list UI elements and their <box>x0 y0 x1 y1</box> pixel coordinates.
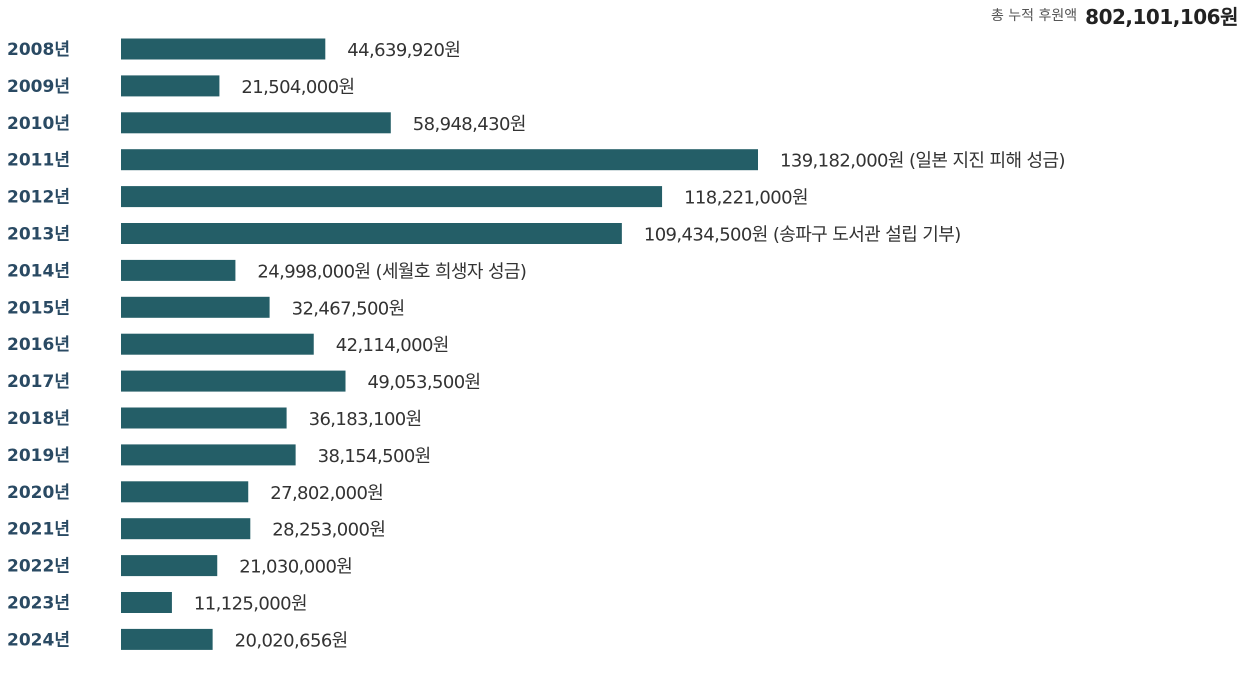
year-label: 2023년 <box>7 594 70 614</box>
donation-bar <box>121 370 346 392</box>
donation-value-label: 24,998,000원 (세월호 희생자 성금) <box>257 261 526 282</box>
year-label: 2022년 <box>7 557 70 577</box>
donation-value-label: 44,639,920원 <box>347 40 460 61</box>
donation-bar <box>121 592 172 613</box>
donation-value-label: 42,114,000원 <box>336 335 449 356</box>
donation-bar <box>121 444 296 466</box>
donation-value-label: 109,434,500원 (송파구 도서관 설립 기부) <box>644 225 961 246</box>
year-label: 2017년 <box>7 372 70 392</box>
year-label: 2015년 <box>7 298 70 318</box>
donation-bar <box>121 555 218 577</box>
year-label: 2009년 <box>7 77 70 97</box>
donation-bar <box>121 259 236 281</box>
year-label: 2018년 <box>7 409 70 429</box>
donation-value-label: 36,183,100원 <box>309 409 422 430</box>
donation-bar <box>121 628 213 650</box>
year-label: 2012년 <box>7 188 70 208</box>
year-label: 2016년 <box>7 335 70 355</box>
year-label: 2019년 <box>7 446 70 466</box>
donation-bar <box>121 112 391 134</box>
year-label: 2020년 <box>7 483 70 503</box>
year-label: 2024년 <box>7 630 70 650</box>
total-donation-label: 총 누적 후원액 <box>990 8 1078 24</box>
year-label: 2011년 <box>7 151 70 171</box>
donation-value-label: 28,253,000원 <box>272 520 385 541</box>
donation-bar <box>121 149 758 171</box>
donation-value-label: 11,125,000원 <box>194 594 307 615</box>
donation-bar <box>121 75 220 97</box>
total-donation-summary: 총 누적 후원액 802,101,106원 <box>990 0 1239 30</box>
donation-value-label: 32,467,500원 <box>292 298 405 319</box>
donation-value-label: 49,053,500원 <box>368 372 481 393</box>
year-label: 2021년 <box>7 520 70 540</box>
donation-bar <box>121 407 287 429</box>
donation-bar <box>121 296 270 318</box>
year-label: 2008년 <box>7 40 70 60</box>
donation-value-label: 20,020,656원 <box>235 630 348 651</box>
donation-bar <box>121 481 249 503</box>
year-label: 2010년 <box>7 114 70 134</box>
donation-value-label: 58,948,430원 <box>413 114 526 135</box>
donation-bar <box>121 38 326 60</box>
year-label: 2014년 <box>7 261 70 281</box>
donation-value-label: 139,182,000원 (일본 지진 피해 성금) <box>780 151 1065 172</box>
total-donation-value: 802,101,106원 <box>1085 4 1238 29</box>
donation-value-label: 38,154,500원 <box>318 446 431 467</box>
donation-bar <box>121 333 314 355</box>
donation-value-label: 21,504,000원 <box>241 77 354 98</box>
donation-value-label: 118,221,000원 <box>684 188 808 209</box>
donation-bar <box>121 518 251 540</box>
donation-value-label: 21,030,000원 <box>239 557 352 578</box>
donation-bar <box>121 223 622 244</box>
year-label: 2013년 <box>7 225 70 245</box>
donation-value-label: 27,802,000원 <box>270 483 383 504</box>
donation-bar <box>121 186 663 208</box>
